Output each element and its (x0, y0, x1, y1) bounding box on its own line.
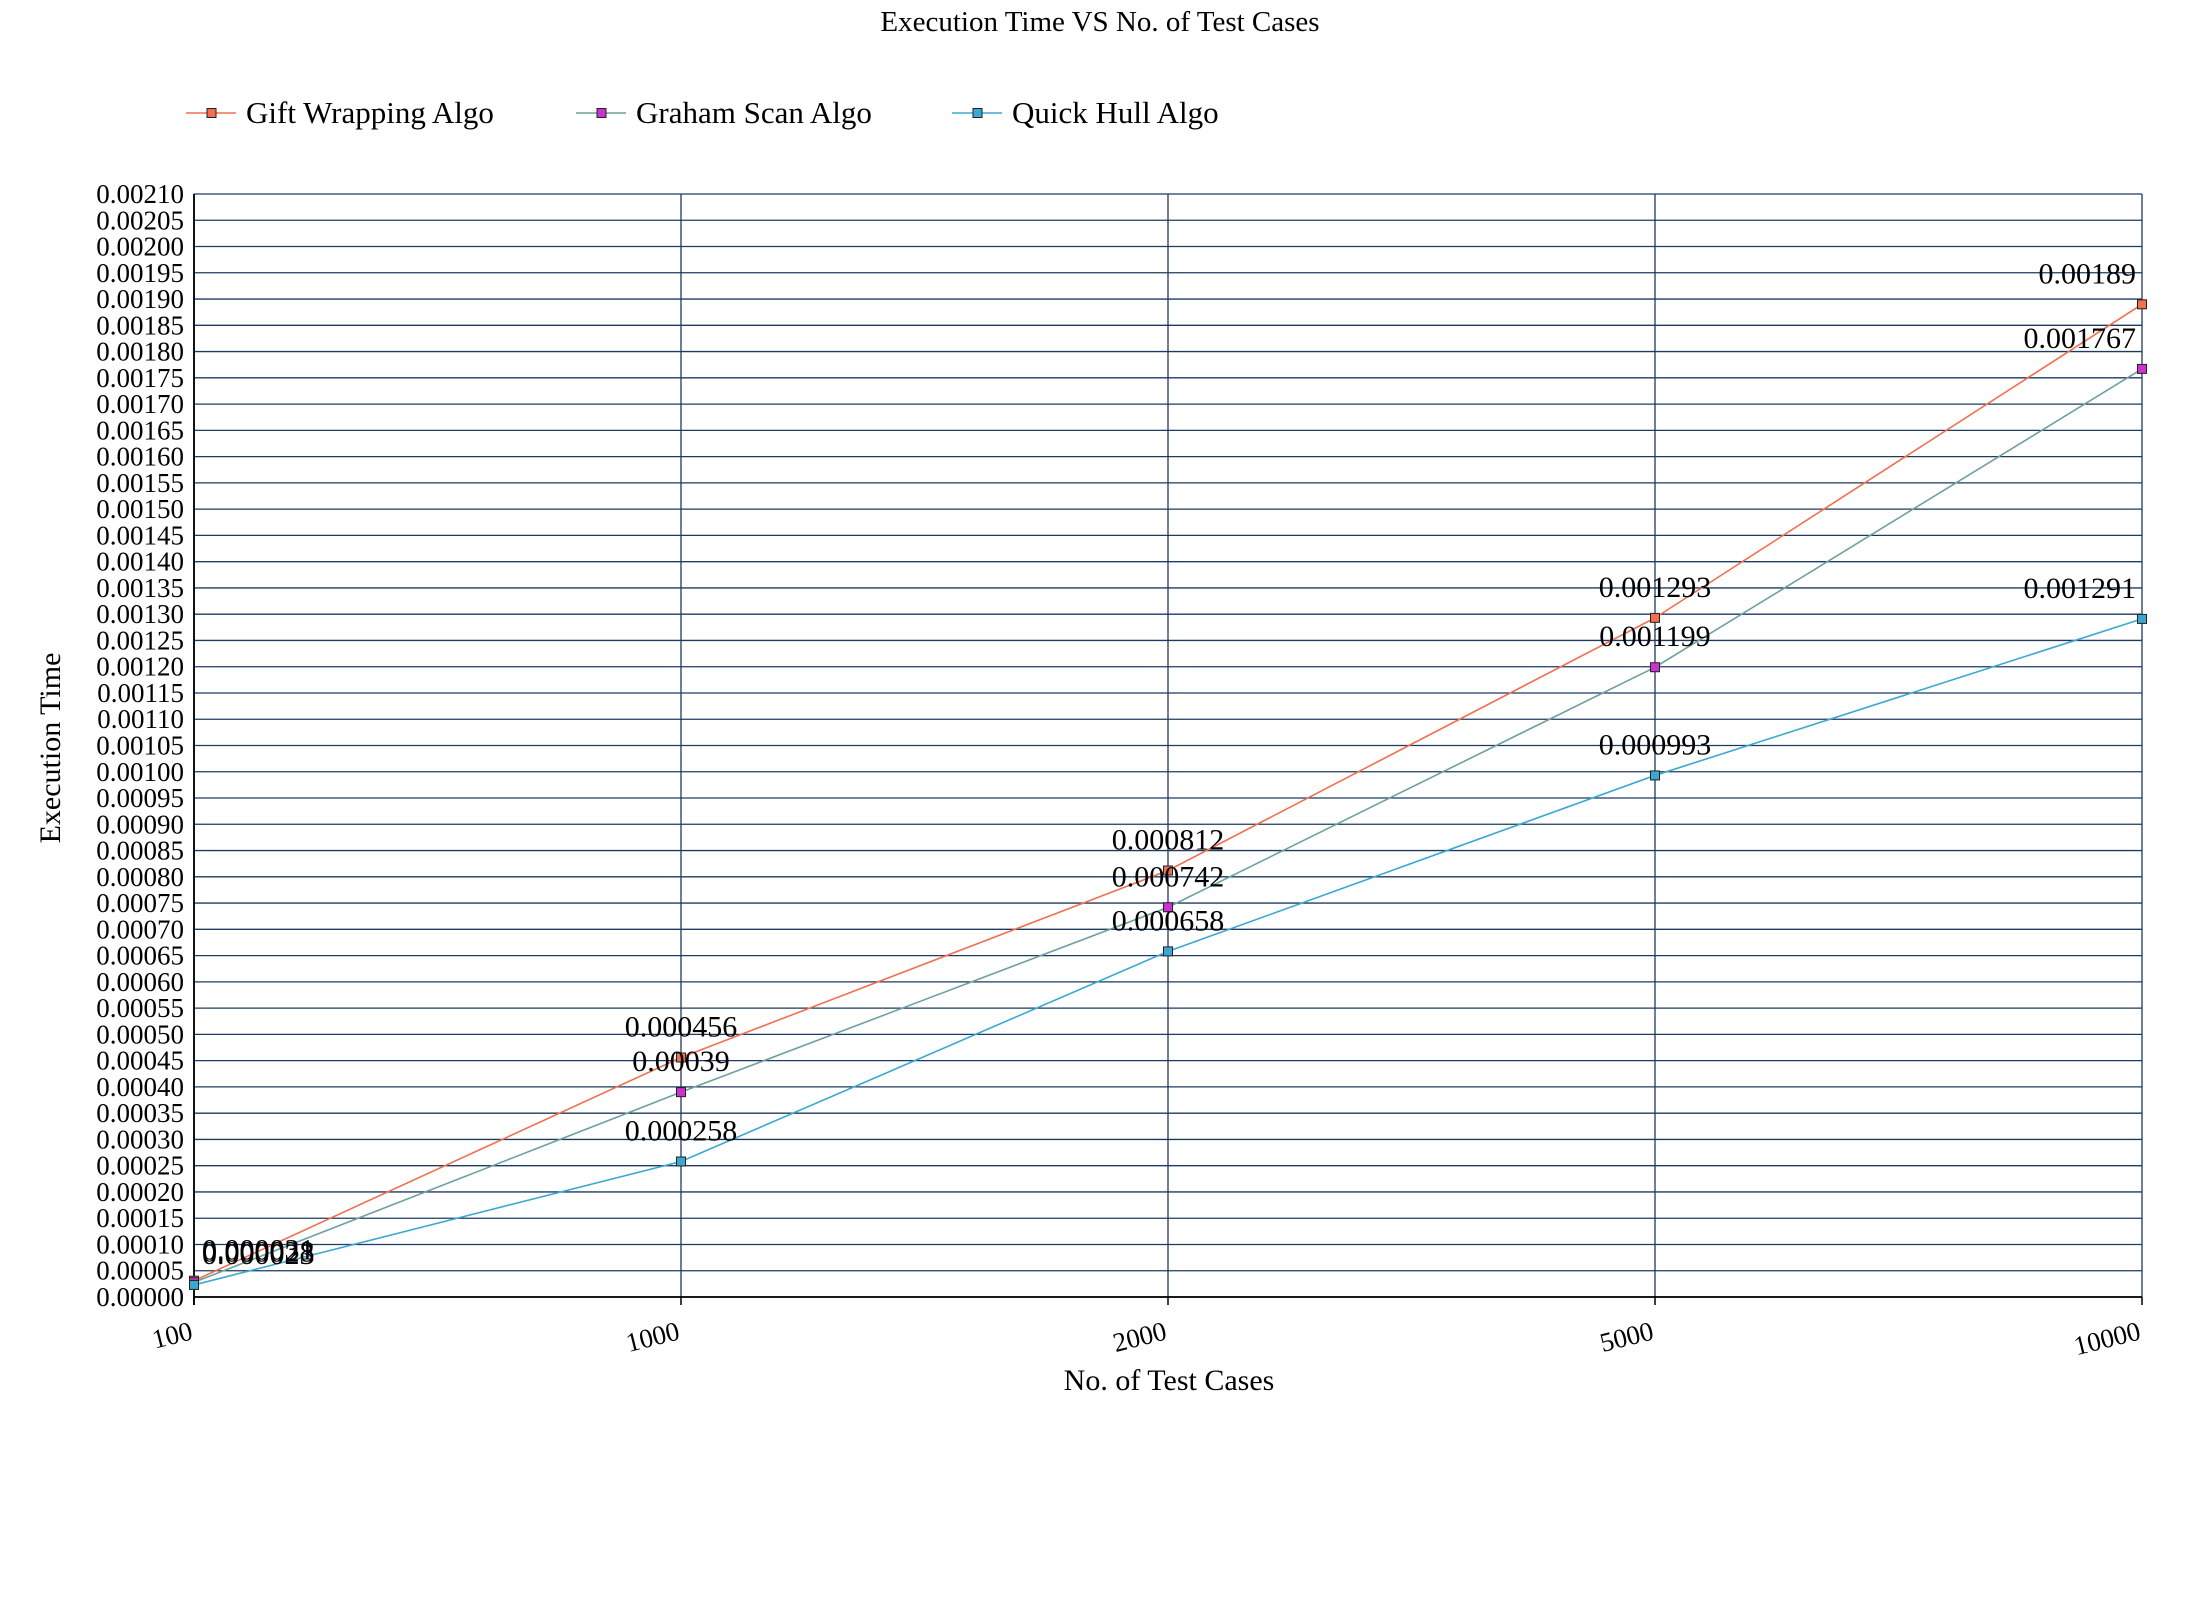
y-tick-label: 0.00135 (96, 573, 184, 603)
y-tick-label: 0.00035 (96, 1098, 184, 1128)
y-tick-label: 0.00150 (96, 494, 184, 524)
x-tick-label: 5000 (1597, 1316, 1657, 1358)
x-tick-label: 1000 (623, 1316, 683, 1358)
legend-item: Graham Scan Algo (576, 95, 872, 130)
data-labels: 0.000031 0.000456 0.000812 0.001293 0.00189 0… (202, 257, 2136, 1271)
y-tick-label: 0.00165 (96, 415, 184, 445)
chart-title: Execution Time VS No. of Test Cases (880, 6, 1319, 38)
data-label: 0.000028 (202, 1235, 315, 1268)
legend-marker (206, 108, 217, 118)
data-label: 0.001291 (2024, 572, 2137, 605)
y-tick-label: 0.00030 (96, 1124, 184, 1154)
y-tick-label: 0.00155 (96, 468, 184, 498)
data-label: 0.000456 (625, 1010, 738, 1043)
data-point (1650, 662, 1660, 673)
y-tick-label: 0.00010 (96, 1229, 184, 1259)
y-tick-label: 0.00170 (96, 389, 184, 419)
y-tick-label: 0.00105 (96, 731, 184, 761)
legend-label: Graham Scan Algo (636, 95, 872, 130)
data-label: 0.000658 (1112, 904, 1225, 937)
data-label: 0.001767 (2024, 322, 2137, 355)
y-tick-label: 0.00000 (96, 1282, 184, 1312)
legend-marker (596, 108, 607, 118)
y-tick-label: 0.00145 (96, 520, 184, 550)
data-label: 0.000812 (1112, 824, 1225, 857)
y-tick-label: 0.00090 (96, 809, 184, 839)
y-tick-label: 0.00100 (96, 757, 184, 787)
x-tick-label: 100 (149, 1316, 196, 1355)
y-tick-label: 0.00075 (96, 888, 184, 918)
data-point (2137, 613, 2147, 624)
y-tick-label: 0.00125 (96, 625, 184, 655)
data-point (189, 1279, 199, 1290)
data-point (1163, 946, 1173, 957)
legend: Gift Wrapping Algo Graham Scan Algo Quick … (186, 95, 1219, 130)
x-axis-ticks: 100 1000 2000 5000 10000 (149, 1316, 2144, 1361)
legend-marker (972, 108, 983, 118)
data-label: 0.000023 (202, 1238, 315, 1271)
y-tick-label: 0.00140 (96, 547, 184, 577)
data-label: 0.000031 (202, 1234, 315, 1267)
y-tick-label: 0.00045 (96, 1046, 184, 1076)
data-label: 0.001199 (1599, 620, 1710, 653)
data-point (2137, 299, 2147, 310)
x-tick-label: 2000 (1110, 1316, 1170, 1358)
data-label: 0.000258 (625, 1114, 738, 1147)
grid (193, 193, 2143, 1305)
data-label: 0.001293 (1599, 571, 1712, 604)
y-tick-label: 0.00085 (96, 836, 184, 866)
y-tick-label: 0.00070 (96, 914, 184, 944)
data-label: 0.00039 (632, 1045, 730, 1078)
y-tick-label: 0.00175 (96, 363, 184, 393)
data-point (1163, 902, 1173, 913)
y-tick-label: 0.00025 (96, 1151, 184, 1181)
y-tick-label: 0.00195 (96, 258, 184, 288)
y-tick-label: 0.00210 (96, 179, 184, 209)
legend-item: Quick Hull Algo (952, 95, 1219, 130)
data-label: 0.000993 (1599, 728, 1712, 761)
y-tick-label: 0.00005 (96, 1256, 184, 1286)
y-tick-label: 0.00200 (96, 232, 184, 262)
y-tick-label: 0.00205 (96, 205, 184, 235)
y-axis-title: Execution Time (34, 653, 67, 844)
data-point (1650, 770, 1660, 781)
y-tick-label: 0.00040 (96, 1072, 184, 1102)
y-tick-label: 0.00060 (96, 967, 184, 997)
data-point (676, 1156, 686, 1167)
y-tick-label: 0.00190 (96, 284, 184, 314)
data-point (1650, 612, 1660, 623)
y-axis-ticks: 0.000000.000050.000100.000150.000200.000… (96, 179, 184, 1312)
y-tick-label: 0.00130 (96, 599, 184, 629)
x-axis-title: No. of Test Cases (1064, 1364, 1275, 1397)
data-point (1163, 865, 1173, 876)
data-point (2137, 363, 2147, 374)
y-tick-label: 0.00020 (96, 1177, 184, 1207)
y-tick-label: 0.00160 (96, 442, 184, 472)
y-tick-label: 0.00015 (96, 1203, 184, 1233)
y-tick-label: 0.00185 (96, 310, 184, 340)
y-tick-label: 0.00180 (96, 337, 184, 367)
legend-label: Quick Hull Algo (1012, 95, 1219, 130)
y-tick-label: 0.00055 (96, 993, 184, 1023)
y-tick-label: 0.00120 (96, 652, 184, 682)
data-markers (189, 299, 2147, 1290)
data-point (676, 1087, 686, 1098)
y-tick-label: 0.00065 (96, 941, 184, 971)
legend-item: Gift Wrapping Algo (186, 95, 494, 130)
y-tick-label: 0.00115 (97, 678, 184, 708)
y-tick-label: 0.00110 (97, 704, 184, 734)
y-tick-label: 0.00080 (96, 862, 184, 892)
data-label: 0.00189 (2039, 257, 2137, 290)
legend-label: Gift Wrapping Algo (246, 95, 494, 130)
data-point (676, 1052, 686, 1063)
y-tick-label: 0.00050 (96, 1019, 184, 1049)
y-tick-label: 0.00095 (96, 783, 184, 813)
data-label: 0.000742 (1112, 860, 1225, 893)
x-tick-label: 10000 (2071, 1316, 2144, 1361)
